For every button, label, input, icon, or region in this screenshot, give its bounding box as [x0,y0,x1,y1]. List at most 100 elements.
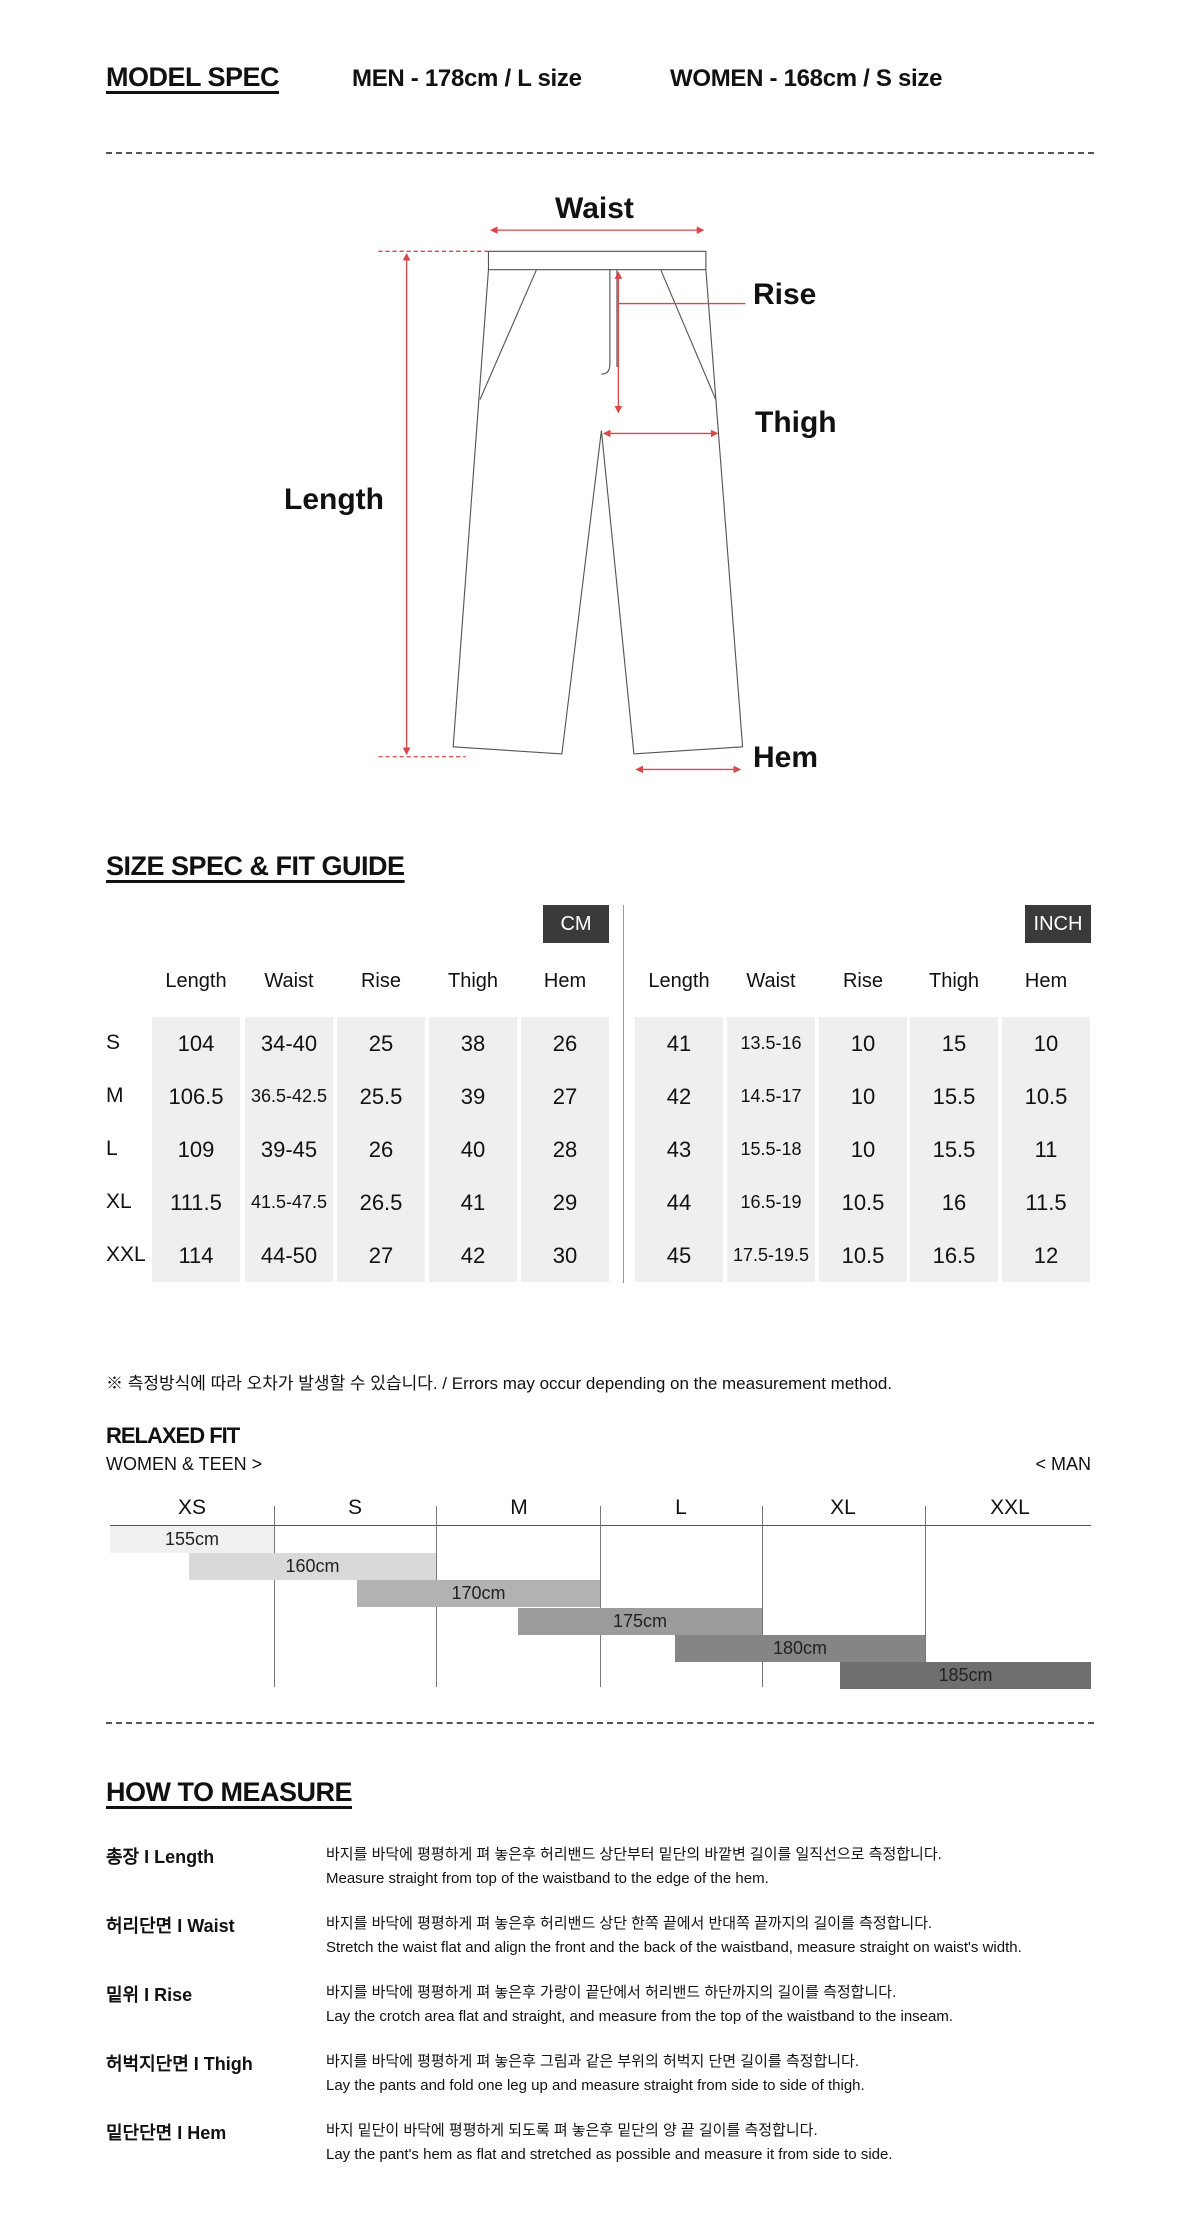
column-header: Thigh [447,970,499,992]
divider [106,1722,1094,1724]
size-spec-title: SIZE SPEC & FIT GUIDE [106,851,405,881]
cm-cell: 26 [521,1017,609,1070]
measure-label: 밑위 I Rise [106,1985,193,2005]
cm-badge: CM [543,905,609,943]
inch-cell: 10.5 [819,1229,907,1282]
size-label: M [106,1084,124,1107]
cm-cell: 106.5 [152,1070,240,1123]
measure-desc-ko: 바지를 바닥에 평평하게 펴 놓은후 그림과 같은 부위의 허벅지 단면 길이를… [326,2053,860,2070]
column-header: Hem [1024,970,1068,992]
size-label: XXL [106,1243,146,1266]
fit-gridline [925,1506,926,1687]
cm-cell: 41 [429,1176,517,1229]
measure-desc-ko: 바지를 바닥에 평평하게 펴 놓은후 가랑이 끝단에서 허리밴드 하단까지의 길… [326,1984,897,2001]
fit-man-label: < MAN [1035,1454,1091,1474]
inch-cell: 41 [635,1017,723,1070]
column-header: Thigh [928,970,980,992]
how-to-title: HOW TO MEASURE [106,1777,353,1807]
fit-height-bar: 175cm [518,1607,762,1635]
inch-cell: 45 [635,1229,723,1282]
pants-outline [452,250,744,755]
cm-cell: 41.5-47.5 [245,1176,333,1229]
cm-cell: 25.5 [337,1070,425,1123]
measure-desc-en: Measure straight from top of the waistba… [326,1870,769,1887]
cm-cell: 27 [521,1070,609,1123]
label-length: Length [284,483,384,516]
measure-label: 총장 I Length [106,1847,215,1867]
measure-desc-ko: 바지 밑단이 바닥에 평평하게 되도록 펴 놓은후 밑단의 양 끝 길이를 측정… [326,2122,818,2139]
cm-cell: 39 [429,1070,517,1123]
model-spec-women: WOMEN - 168cm / S size [670,65,943,92]
inch-cell: 43 [635,1123,723,1176]
inch-cell: 15.5-18 [727,1123,815,1176]
column-header: Hem [543,970,587,992]
inch-cell: 10 [819,1070,907,1123]
cm-cell: 26.5 [337,1176,425,1229]
measurement-note: ※ 측정방식에 따라 오차가 발생할 수 있습니다. / Errors may … [106,1374,893,1393]
pants-diagram [378,226,746,774]
model-spec-title: MODEL SPEC [106,62,280,92]
measure-arrows [378,226,746,774]
size-label: S [106,1031,121,1054]
fit-height-bar: 185cm [840,1662,1091,1689]
measure-label: 허리단면 I Waist [106,1916,235,1936]
column-header: Waist [264,970,314,992]
cm-cell: 44-50 [245,1229,333,1282]
inch-cell: 10 [819,1123,907,1176]
fit-height-bar: 170cm [357,1580,600,1608]
cm-cell: 28 [521,1123,609,1176]
inch-cell: 10 [819,1017,907,1070]
fit-size-label: XS [177,1496,206,1519]
fit-size-label: XL [830,1496,856,1519]
column-header: Length [648,970,710,992]
fit-title: RELAXED FIT [106,1423,240,1448]
model-spec-men: MEN - 178cm / L size [352,65,582,92]
cm-cell: 27 [337,1229,425,1282]
cm-cell: 38 [429,1017,517,1070]
fit-height-bar: 155cm [110,1526,274,1553]
cm-cell: 109 [152,1123,240,1176]
inch-cell: 12 [1002,1229,1090,1282]
cm-cell: 104 [152,1017,240,1070]
divider [106,152,1094,154]
inch-cell: 16.5-19 [727,1176,815,1229]
cm-cell: 40 [429,1123,517,1176]
inch-cell: 16.5 [910,1229,998,1282]
size-label: L [106,1137,118,1160]
fit-women-label: WOMEN & TEEN > [106,1454,263,1474]
measure-label: 밑단단면 I Hem [106,2123,227,2143]
label-waist: Waist [555,192,634,225]
inch-cell: 17.5-19.5 [727,1229,815,1282]
measure-desc-en: Lay the pant's hem as flat and stretched… [326,2146,893,2163]
column-header: Rise [842,970,883,992]
inch-cell: 15.5 [910,1123,998,1176]
fit-height-bar: 160cm [189,1553,436,1581]
inch-badge: INCH [1025,905,1091,943]
inch-cell: 42 [635,1070,723,1123]
inch-cell: 44 [635,1176,723,1229]
fit-gridline [762,1506,763,1687]
cm-cell: 111.5 [152,1176,240,1229]
inch-cell: 10.5 [819,1176,907,1229]
inch-cell: 11.5 [1002,1176,1090,1229]
inch-cell: 11 [1002,1123,1090,1176]
inch-cell: 13.5-16 [727,1017,815,1070]
measure-label: 허벅지단면 I Thigh [106,2054,253,2074]
cm-cell: 114 [152,1229,240,1282]
measure-desc-en: Lay the crotch area flat and straight, a… [326,2008,954,2025]
column-header: Rise [360,970,401,992]
inch-cell: 15 [910,1017,998,1070]
inch-cell: 15.5 [910,1070,998,1123]
fit-size-label: L [675,1496,687,1519]
measure-desc-ko: 바지를 바닥에 평평하게 펴 놓은후 허리밴드 상단 한쪽 끝에서 반대쪽 끝까… [326,1915,933,1932]
measure-desc-ko: 바지를 바닥에 평평하게 펴 놓은후 허리밴드 상단부터 밑단의 바깥변 길이를… [326,1846,942,1863]
column-header: Waist [746,970,796,992]
cm-cell: 34-40 [245,1017,333,1070]
fit-size-label: S [347,1496,362,1519]
fit-size-label: M [510,1496,528,1519]
measure-desc-en: Lay the pants and fold one leg up and me… [326,2077,865,2094]
cm-cell: 25 [337,1017,425,1070]
inch-cell: 10.5 [1002,1070,1090,1123]
column-header: Length [165,970,227,992]
table-divider [623,905,624,1283]
